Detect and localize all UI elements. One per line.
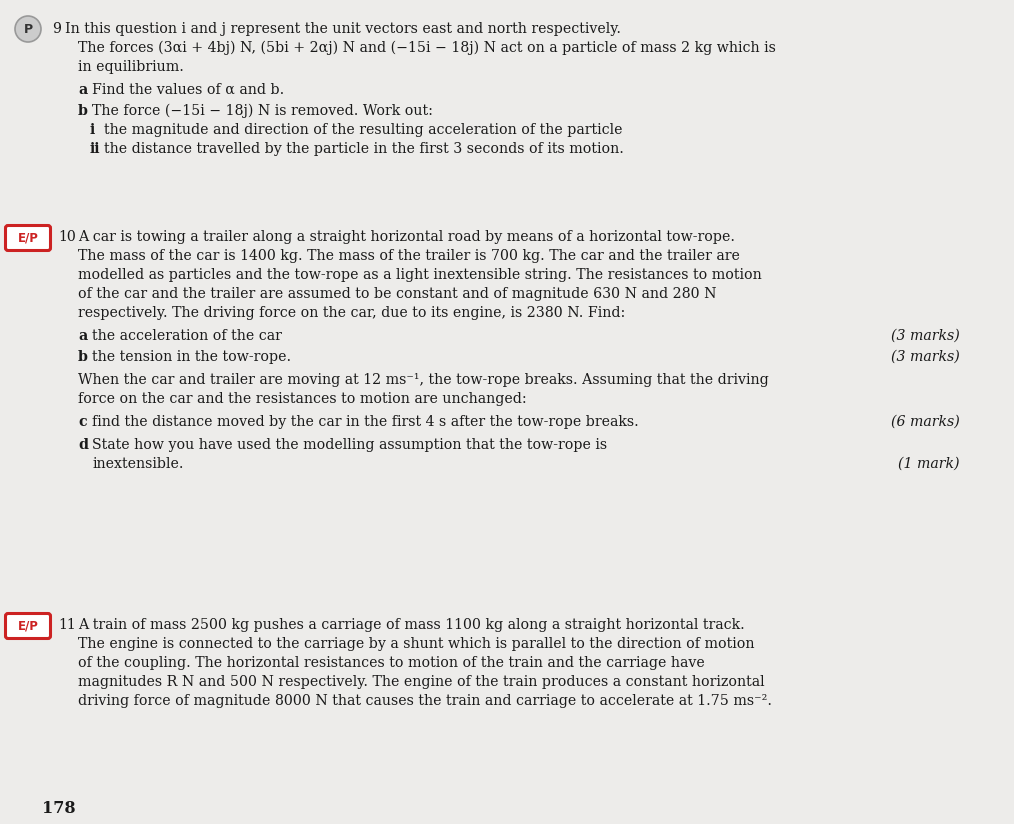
Text: (3 marks): (3 marks) [891,329,960,343]
Text: (1 mark): (1 mark) [898,457,960,471]
Text: find the distance moved by the car in the first 4 s after the tow-rope breaks.: find the distance moved by the car in th… [92,415,639,429]
Text: d: d [78,438,88,452]
Text: b: b [78,104,88,118]
Text: the distance travelled by the particle in the first 3 seconds of its motion.: the distance travelled by the particle i… [104,142,624,156]
Text: respectively. The driving force on the car, due to its engine, is 2380 N. Find:: respectively. The driving force on the c… [78,306,626,320]
Text: The mass of the car is 1400 kg. The mass of the trailer is 700 kg. The car and t: The mass of the car is 1400 kg. The mass… [78,249,740,263]
Text: ii: ii [90,142,100,156]
Text: modelled as particles and the tow-rope as a light inextensible string. The resis: modelled as particles and the tow-rope a… [78,268,762,282]
Text: b: b [78,350,88,364]
Text: i: i [90,123,95,137]
FancyBboxPatch shape [5,226,51,250]
Text: 9: 9 [52,22,61,36]
Text: E/P: E/P [17,232,39,245]
Text: The forces (3αi + 4bj) N, (5bi + 2αj) N and (−15i − 18j) N act on a particle of : The forces (3αi + 4bj) N, (5bi + 2αj) N … [78,41,776,55]
Text: (6 marks): (6 marks) [891,415,960,429]
Text: c: c [78,415,86,429]
Text: of the car and the trailer are assumed to be constant and of magnitude 630 N and: of the car and the trailer are assumed t… [78,287,717,301]
Text: in equilibrium.: in equilibrium. [78,60,184,74]
Text: the acceleration of the car: the acceleration of the car [92,329,282,343]
Text: A train of mass 2500 kg pushes a carriage of mass 1100 kg along a straight horiz: A train of mass 2500 kg pushes a carriag… [78,618,744,632]
Text: State how you have used the modelling assumption that the tow-rope is: State how you have used the modelling as… [92,438,607,452]
Text: inextensible.: inextensible. [92,457,184,471]
Text: driving force of magnitude 8000 N that causes the train and carriage to accelera: driving force of magnitude 8000 N that c… [78,694,772,708]
Text: the magnitude and direction of the resulting acceleration of the particle: the magnitude and direction of the resul… [104,123,623,137]
Text: (3 marks): (3 marks) [891,350,960,364]
Text: P: P [23,22,32,35]
Text: force on the car and the resistances to motion are unchanged:: force on the car and the resistances to … [78,392,526,406]
Text: the tension in the tow-rope.: the tension in the tow-rope. [92,350,291,364]
Text: magnitudes R N and 500 N respectively. The engine of the train produces a consta: magnitudes R N and 500 N respectively. T… [78,675,765,689]
Text: 10: 10 [58,230,76,244]
Text: The force (−15i − 18j) N is removed. Work out:: The force (−15i − 18j) N is removed. Wor… [92,104,433,119]
FancyBboxPatch shape [5,614,51,639]
Circle shape [15,16,41,42]
Text: of the coupling. The horizontal resistances to motion of the train and the carri: of the coupling. The horizontal resistan… [78,656,705,670]
Text: a: a [78,83,87,97]
Text: When the car and trailer are moving at 12 ms⁻¹, the tow-rope breaks. Assuming th: When the car and trailer are moving at 1… [78,373,769,387]
Text: 11: 11 [58,618,76,632]
Text: The engine is connected to the carriage by a shunt which is parallel to the dire: The engine is connected to the carriage … [78,637,754,651]
Text: a: a [78,329,87,343]
Text: Find the values of α and b.: Find the values of α and b. [92,83,284,97]
Text: 178: 178 [42,800,76,817]
Text: A car is towing a trailer along a straight horizontal road by means of a horizon: A car is towing a trailer along a straig… [78,230,735,244]
Text: E/P: E/P [17,620,39,633]
Text: In this question i and j represent the unit vectors east and north respectively.: In this question i and j represent the u… [65,22,621,36]
